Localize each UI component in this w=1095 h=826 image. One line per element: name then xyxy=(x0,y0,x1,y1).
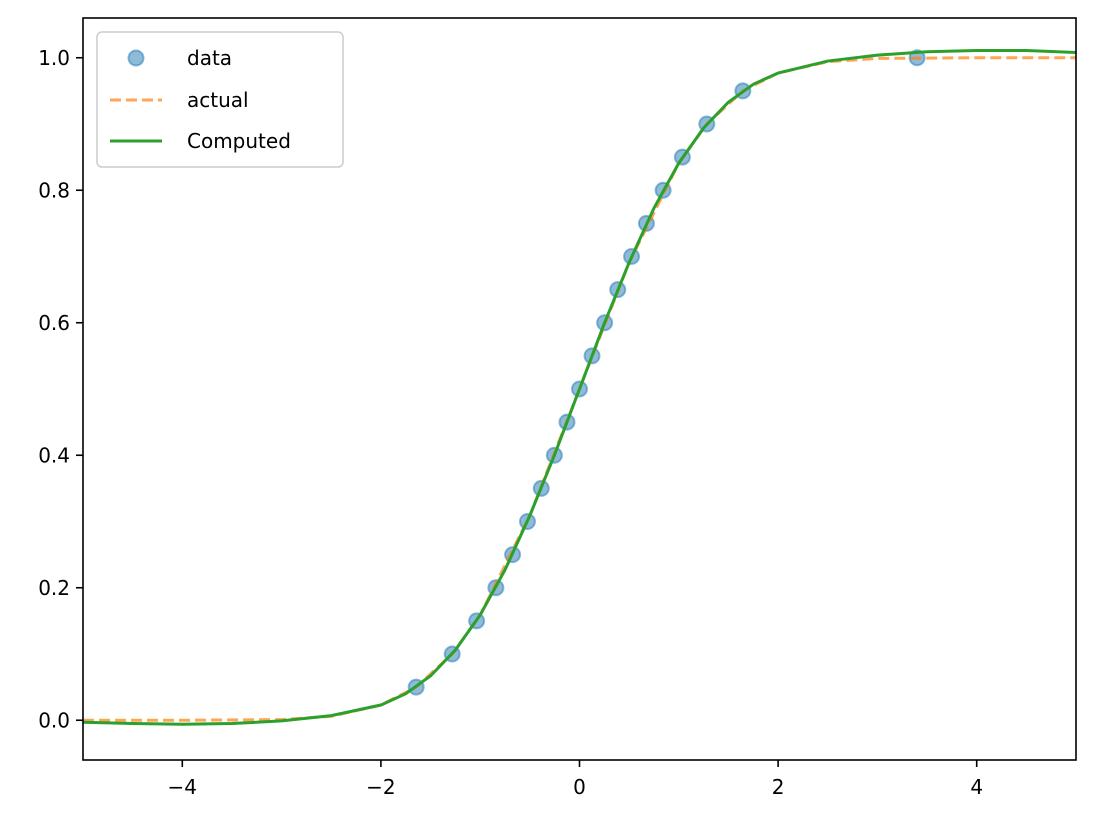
y-tick-label: 0.4 xyxy=(38,443,70,467)
legend: data actual Computed xyxy=(96,31,344,168)
legend-label-actual: actual xyxy=(187,88,249,112)
y-tick-label: 0.0 xyxy=(38,708,70,732)
x-tick-label: 2 xyxy=(772,775,785,799)
legend-box xyxy=(96,31,344,168)
legend-label-computed: Computed xyxy=(187,129,291,153)
computed-line xyxy=(83,48,1076,726)
legend-label-data: data xyxy=(187,46,232,70)
x-tick-label: 4 xyxy=(970,775,983,799)
y-tick-label: 0.8 xyxy=(38,178,70,202)
x-axis: −4 −2 0 2 4 xyxy=(168,760,983,799)
y-tick-label: 0.6 xyxy=(38,311,70,335)
series-layer xyxy=(83,48,1076,726)
x-tick-label: −2 xyxy=(366,775,395,799)
x-tick-label: 0 xyxy=(573,775,586,799)
x-tick-label: −4 xyxy=(168,775,197,799)
y-axis: 0.0 0.2 0.4 0.6 0.8 1.0 xyxy=(38,46,83,732)
legend-marker-data xyxy=(127,49,145,67)
y-tick-label: 1.0 xyxy=(38,46,70,70)
y-tick-label: 0.2 xyxy=(38,576,70,600)
